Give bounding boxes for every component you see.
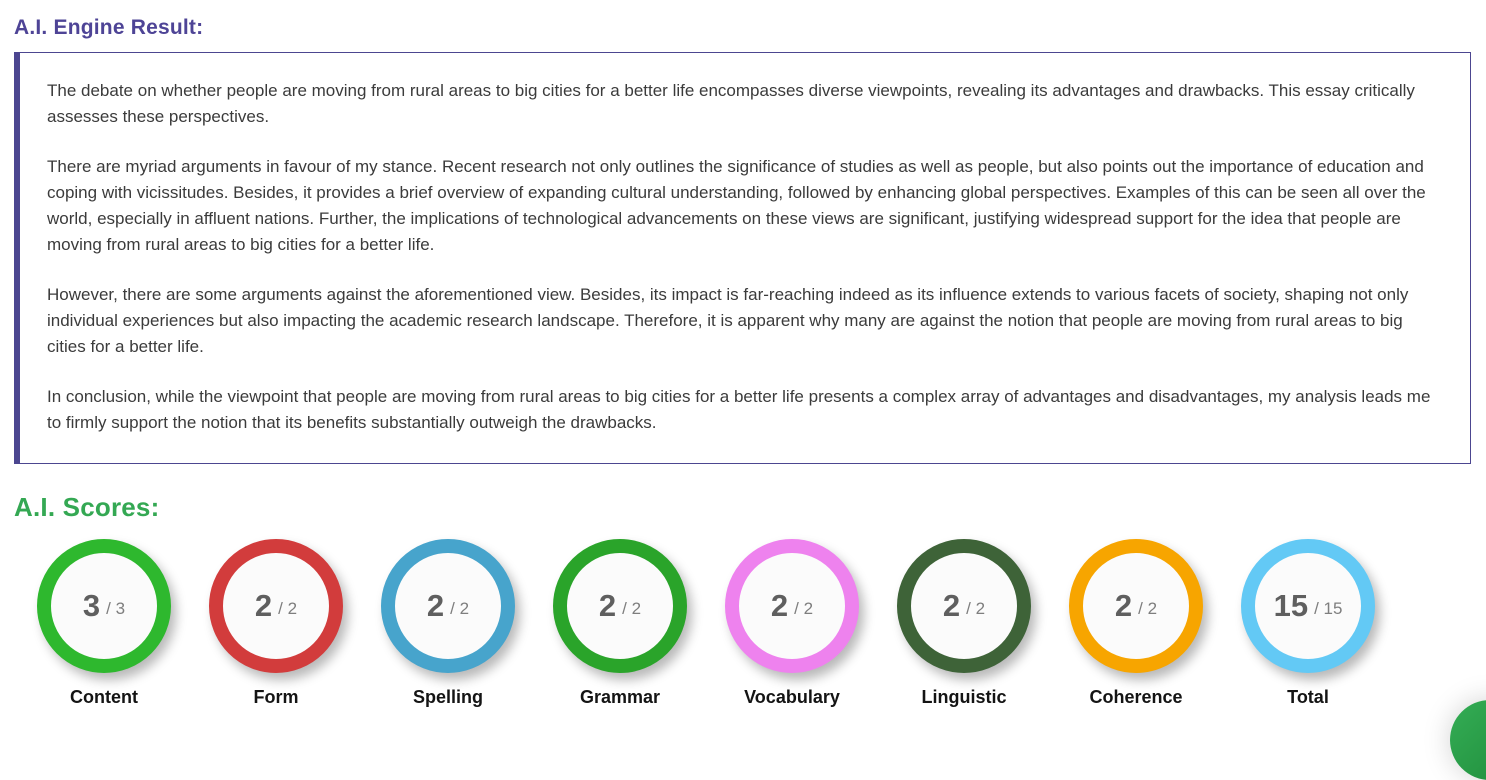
score-circle: 3 / 3 bbox=[37, 539, 171, 673]
score-label: Content bbox=[70, 687, 138, 707]
score-label: Coherence bbox=[1089, 687, 1183, 707]
score-value: 2 bbox=[942, 588, 961, 623]
score-item: 2 / 2 Coherence bbox=[1050, 539, 1222, 708]
score-denominator: / 3 bbox=[106, 599, 126, 618]
score-label: Spelling bbox=[412, 687, 483, 707]
score-value: 2 bbox=[254, 588, 273, 623]
score-item: 2 / 2 Spelling bbox=[362, 539, 534, 708]
score-label: Linguistic bbox=[921, 687, 1007, 707]
ai-engine-result-heading: A.I. Engine Result: bbox=[14, 16, 204, 39]
score-value: 2 bbox=[1114, 588, 1133, 623]
score-circle: 2 / 2 bbox=[553, 539, 687, 673]
score-item: 3 / 3 Content bbox=[18, 539, 190, 708]
score-item: 2 / 2 Linguistic bbox=[878, 539, 1050, 708]
chat-fab-button[interactable] bbox=[1450, 700, 1486, 780]
essay-paragraph: The debate on whether people are moving … bbox=[47, 81, 1415, 126]
score-denominator: / 2 bbox=[450, 599, 470, 618]
score-item: 2 / 2 Form bbox=[190, 539, 362, 708]
score-denominator: / 2 bbox=[622, 599, 642, 618]
score-value: 15 bbox=[1273, 588, 1309, 623]
score-circle: 2 / 2 bbox=[1069, 539, 1203, 673]
score-denominator: / 2 bbox=[966, 599, 986, 618]
score-value: 2 bbox=[598, 588, 617, 623]
score-value: 2 bbox=[426, 588, 445, 623]
score-label: Vocabulary bbox=[744, 687, 840, 707]
score-circle: 15 / 15 bbox=[1241, 539, 1375, 673]
score-label: Form bbox=[253, 687, 299, 707]
score-circle: 2 / 2 bbox=[725, 539, 859, 673]
essay-paragraph: In conclusion, while the viewpoint that … bbox=[47, 387, 1431, 432]
score-label: Total bbox=[1287, 687, 1329, 707]
scores-row: 3 / 3 Content 2 / 2 Form 2 / 2 Spelling … bbox=[18, 539, 1486, 708]
essay-paragraph: There are myriad arguments in favour of … bbox=[47, 157, 1426, 254]
score-item: 15 / 15 Total bbox=[1222, 539, 1394, 708]
score-value: 3 bbox=[82, 588, 101, 623]
score-denominator: / 2 bbox=[278, 599, 298, 618]
score-circle: 2 / 2 bbox=[381, 539, 515, 673]
score-denominator: / 2 bbox=[794, 599, 814, 618]
score-denominator: / 2 bbox=[1138, 599, 1158, 618]
score-value: 2 bbox=[770, 588, 789, 623]
score-denominator: / 15 bbox=[1314, 599, 1343, 618]
ai-scores-heading: A.I. Scores: bbox=[14, 492, 160, 522]
essay-paragraph: However, there are some arguments agains… bbox=[47, 285, 1409, 356]
score-label: Grammar bbox=[579, 687, 661, 707]
score-circle: 2 / 2 bbox=[897, 539, 1031, 673]
score-item: 2 / 2 Grammar bbox=[534, 539, 706, 708]
score-item: 2 / 2 Vocabulary bbox=[706, 539, 878, 708]
essay-result-box: The debate on whether people are moving … bbox=[14, 52, 1471, 464]
score-circle: 2 / 2 bbox=[209, 539, 343, 673]
